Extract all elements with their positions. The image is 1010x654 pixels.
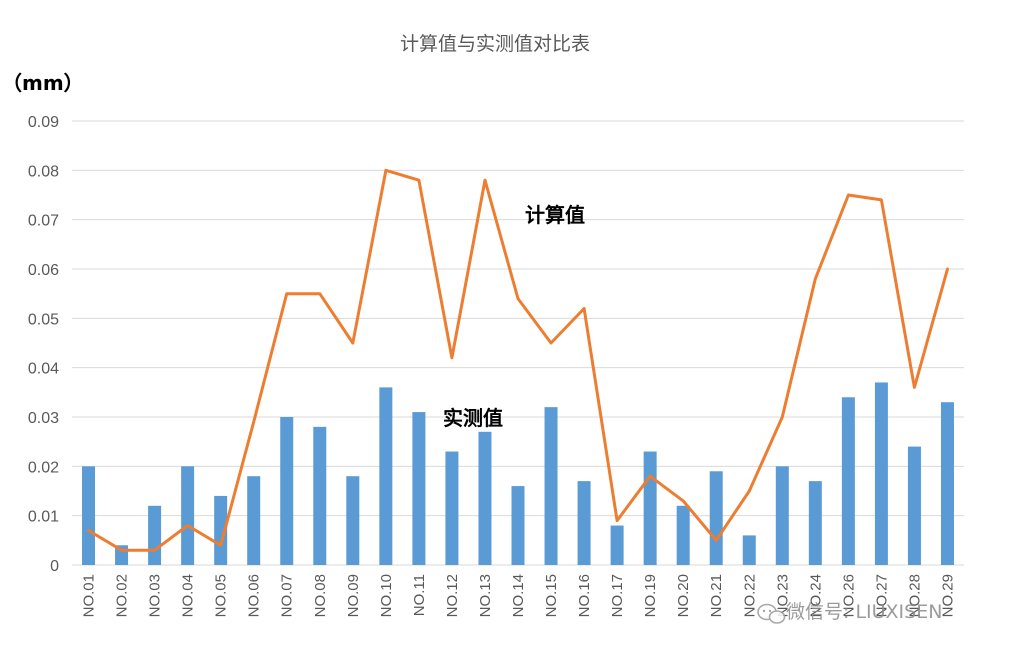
y-tick-label: 0.03 [28, 410, 59, 427]
bar [544, 407, 558, 565]
watermark: 微信号: LIUXISEN [757, 601, 942, 624]
x-tick-label: NO.26 [840, 574, 857, 617]
bar [379, 387, 393, 565]
annotation-measured: 实测值 [443, 406, 503, 430]
bar [280, 417, 294, 565]
bar [148, 505, 162, 565]
bar [214, 495, 228, 565]
y-tick-label: 0.01 [28, 509, 59, 526]
bar [676, 505, 690, 565]
x-tick-label: NO.02 [114, 574, 131, 617]
bar [478, 431, 492, 565]
x-tick-label: NO.17 [609, 574, 626, 617]
x-tick-label: NO.12 [444, 574, 461, 617]
x-tick-label: NO.16 [576, 574, 593, 617]
bar [412, 412, 426, 565]
x-tick-label: NO.24 [807, 574, 824, 617]
bar [907, 446, 921, 565]
bar [445, 451, 459, 565]
bar [610, 525, 624, 565]
bar [940, 402, 954, 565]
line-series [87, 168, 949, 552]
y-axis-unit-label: （mm） [2, 71, 84, 95]
line-path [87, 168, 949, 552]
x-tick-label: NO.21 [708, 574, 725, 617]
x-tick-label: NO.07 [279, 574, 296, 617]
y-tick-label: 0.05 [28, 311, 59, 328]
x-tick-label: NO.15 [543, 574, 560, 617]
x-tick-label: NO.11 [411, 574, 428, 616]
chart-title: 计算值与实测值对比表 [400, 33, 590, 55]
x-tick-label: NO.29 [939, 574, 956, 617]
x-tick-label: NO.03 [147, 574, 164, 617]
bar [841, 397, 855, 565]
x-tick-label: NO.05 [213, 574, 230, 617]
x-tick-label: NO.14 [510, 574, 527, 617]
x-tick-label: NO.04 [180, 574, 197, 617]
x-axis-ticks: NO.01 NO.02 NO.03 NO.04 NO.05 NO.06 NO.07 NO.08… [81, 574, 957, 617]
x-tick-label: NO.10 [378, 574, 395, 617]
y-tick-label: 0.02 [28, 459, 59, 476]
x-tick-label: NO.08 [312, 574, 329, 617]
bar [577, 481, 591, 565]
bar [643, 451, 657, 565]
y-tick-label: 0.08 [28, 163, 59, 180]
x-tick-label: NO.20 [675, 574, 692, 617]
bar [775, 466, 789, 565]
y-tick-label: 0.04 [28, 361, 59, 378]
bar [346, 476, 360, 565]
bar [313, 426, 327, 565]
x-tick-label: NO.09 [345, 574, 362, 617]
x-tick-label: NO.06 [246, 574, 263, 617]
wechat-icon [757, 603, 786, 624]
x-tick-label: NO.19 [642, 574, 659, 617]
bar [181, 466, 195, 565]
annotation-calculated: 计算值 [525, 203, 585, 227]
y-tick-label: 0.07 [28, 213, 59, 230]
bar [511, 486, 525, 565]
bar [709, 471, 723, 565]
x-tick-label: NO.13 [477, 574, 494, 617]
bar-series [82, 382, 954, 565]
bar [82, 466, 96, 565]
bar [874, 382, 888, 565]
x-tick-label: NO.22 [741, 574, 758, 617]
y-tick-label: 0.06 [28, 262, 59, 279]
watermark-text: 微信号: LIUXISEN [786, 601, 942, 623]
x-tick-label: NO.27 [873, 574, 890, 617]
x-tick-label: NO.01 [81, 574, 98, 617]
x-tick-label: NO.28 [906, 574, 923, 617]
bar [742, 535, 756, 565]
bar [247, 476, 261, 565]
y-tick-label: 0.09 [28, 114, 59, 131]
y-axis-ticks: 0 0.01 0.02 0.03 0.04 0.05 0.06 0.07 0.08 0.09 [28, 114, 59, 575]
x-tick-label: NO.23 [774, 574, 791, 617]
y-tick-label: 0 [50, 558, 59, 575]
bar [808, 481, 822, 565]
